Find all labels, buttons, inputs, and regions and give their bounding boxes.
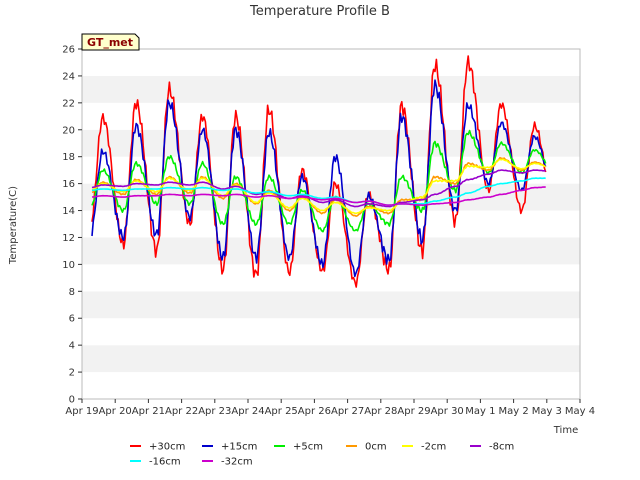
grid-band: [82, 237, 580, 265]
grid-band: [82, 264, 580, 292]
legend-label: -8cm: [489, 442, 514, 453]
x-tick-label: May 4: [565, 406, 595, 417]
chart-title: Temperature Profile B: [249, 4, 390, 19]
x-tick-label: Apr 19: [65, 406, 98, 417]
grid-band: [82, 345, 580, 373]
x-tick-label: May 3: [532, 406, 562, 417]
x-tick-label: Apr 29: [397, 406, 430, 417]
grid-band: [82, 129, 580, 157]
x-tick-label: Apr 23: [198, 406, 231, 417]
y-axis-label: Temperature(C): [8, 186, 19, 265]
x-tick-label: May 2: [498, 406, 528, 417]
grid-band: [82, 318, 580, 346]
station-badge: GT_met: [81, 33, 140, 51]
y-tick-label: 12: [62, 233, 75, 244]
series-line--2cm: [91, 158, 546, 215]
legend-label: -2cm: [421, 442, 446, 453]
x-axis-label: Time: [553, 425, 578, 436]
legend-label: 0cm: [365, 442, 387, 453]
badge-shape: [81, 33, 140, 51]
x-axis-ticks: Apr 19 Apr 20 Apr 21 Apr 22 Apr 23 Apr 24 Apr …: [65, 399, 595, 417]
grid-band: [82, 75, 580, 103]
y-tick-label: 6: [69, 314, 75, 325]
y-tick-label: 2: [69, 368, 75, 379]
x-tick-label: Apr 20: [99, 406, 132, 417]
x-tick-label: Apr 26: [298, 406, 331, 417]
badge-label: GT_met: [87, 36, 133, 49]
y-tick-label: 24: [62, 71, 75, 82]
legend-label: -32cm: [221, 457, 253, 468]
y-tick-label: 22: [62, 98, 75, 109]
y-tick-label: 18: [62, 152, 75, 163]
x-tick-label: Apr 24: [231, 406, 264, 417]
x-tick-label: Apr 28: [364, 406, 397, 417]
y-tick-label: 8: [69, 287, 75, 298]
series-lines: [91, 55, 547, 288]
legend-label: +30cm: [149, 442, 185, 453]
grid-bands: [82, 49, 580, 399]
y-tick-label: 16: [62, 179, 75, 190]
y-tick-label: 0: [69, 395, 75, 406]
series-line-+5cm: [91, 129, 547, 233]
grid-band: [82, 291, 580, 319]
y-tick-label: 10: [62, 260, 75, 271]
x-tick-label: May 1: [465, 406, 495, 417]
plot-frame: [81, 48, 581, 400]
x-tick-label: Apr 30: [431, 406, 464, 417]
series-line--8cm: [91, 169, 546, 208]
grid-band: [82, 372, 580, 399]
series-line--16cm: [92, 177, 546, 206]
legend: +30cm +15cm +5cm 0cm -2cm -8cm -16cm -32cm: [130, 442, 514, 468]
x-tick-label: Apr 25: [265, 406, 298, 417]
legend-label: -16cm: [149, 457, 181, 468]
x-tick-label: Apr 21: [132, 406, 165, 417]
grid-band: [82, 49, 580, 76]
series-line-+15cm: [91, 79, 547, 278]
y-tick-label: 14: [62, 206, 75, 217]
grid-band: [82, 210, 580, 238]
legend-label: +5cm: [293, 442, 323, 453]
y-tick-label: 20: [62, 125, 75, 136]
legend-label: +15cm: [221, 442, 257, 453]
x-tick-label: Apr 22: [165, 406, 198, 417]
x-tick-label: Apr 27: [331, 406, 364, 417]
y-tick-label: 26: [62, 45, 75, 56]
series-line--32cm: [91, 186, 546, 206]
y-tick-label: 4: [69, 341, 75, 352]
